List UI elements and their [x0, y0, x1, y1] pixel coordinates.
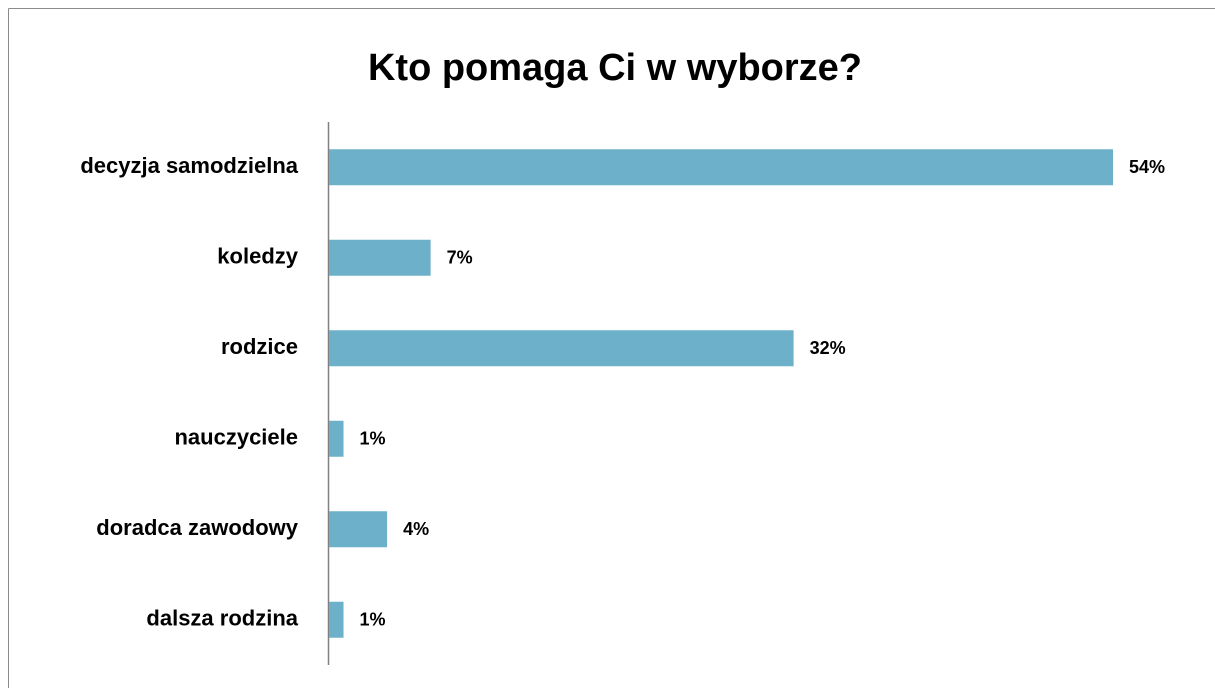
bar: [329, 511, 388, 548]
value-label: 4%: [403, 519, 429, 539]
value-label: 54%: [1129, 157, 1165, 177]
bar: [329, 239, 431, 276]
category-label: decyzja samodzielna: [80, 153, 298, 178]
bar: [329, 330, 794, 367]
category-label: dalsza rodzina: [146, 606, 298, 631]
value-label: 7%: [447, 248, 473, 268]
chart-title: Kto pomaga Ci w wyborze?: [368, 47, 862, 89]
category-label: nauczyciele: [174, 425, 298, 450]
bar: [329, 601, 344, 638]
value-label: 32%: [810, 338, 846, 358]
value-label: 1%: [360, 610, 386, 630]
category-label: doradca zawodowy: [96, 515, 298, 540]
category-label: koledzy: [217, 244, 298, 269]
bar: [329, 420, 344, 457]
bar: [329, 149, 1113, 186]
value-label: 1%: [360, 429, 386, 449]
category-label: rodzice: [221, 334, 298, 359]
